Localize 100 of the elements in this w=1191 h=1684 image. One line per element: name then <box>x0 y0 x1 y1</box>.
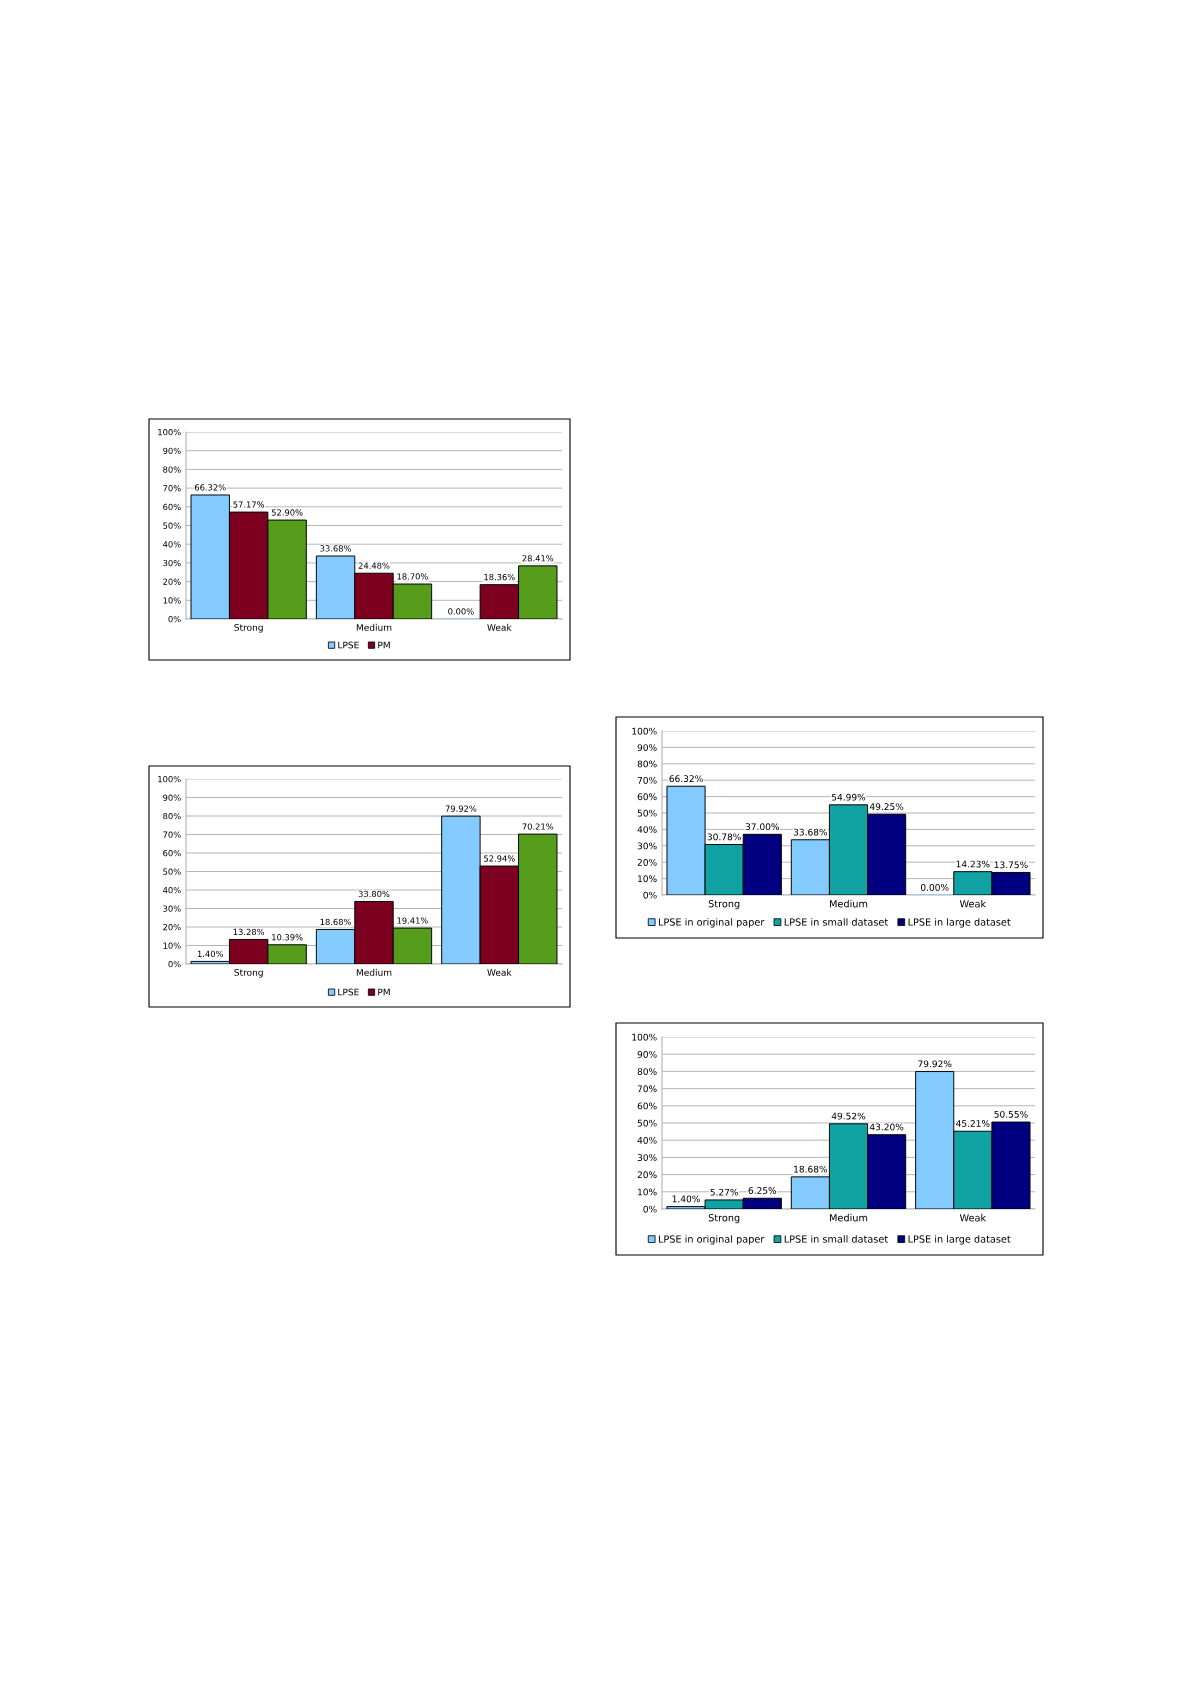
data-label: 0.00% <box>920 883 949 891</box>
y-tick-label: 40% <box>637 826 657 833</box>
x-tick-label: Strong <box>234 969 263 978</box>
y-tick-label: 70% <box>637 1085 657 1093</box>
data-label: 28.41% <box>522 555 554 562</box>
y-tick-label: 50% <box>637 809 657 817</box>
data-label: 66.32% <box>669 775 703 783</box>
data-label: 70.21% <box>522 823 554 830</box>
data-label: 33.68% <box>793 828 828 836</box>
legend-label: LPSE <box>338 641 359 649</box>
y-tick-label: 30% <box>637 1154 657 1161</box>
data-label: 18.68% <box>320 918 351 926</box>
y-tick-label: 20% <box>163 578 181 585</box>
y-tick-label: 0% <box>643 891 657 899</box>
data-label: 19.41% <box>397 917 428 924</box>
x-tick-label: Weak <box>959 1213 987 1222</box>
y-tick-label: 40% <box>637 1136 657 1144</box>
y-tick-label: 60% <box>637 793 657 801</box>
data-label: 30.78% <box>707 833 741 841</box>
x-tick-label: Medium <box>356 968 392 976</box>
legend-label: LPSE in original paper <box>658 918 765 928</box>
y-tick-label: 30% <box>163 559 181 567</box>
y-tick-label: 70% <box>163 485 181 492</box>
y-tick-label: 100% <box>158 428 181 436</box>
y-tick-label: 20% <box>637 858 657 866</box>
x-tick-label: Weak <box>959 899 987 908</box>
data-label: 33.68% <box>320 545 351 552</box>
y-tick-label: 10% <box>163 597 181 604</box>
y-tick-label: 100% <box>632 727 657 735</box>
x-tick-label: Weak <box>487 623 512 631</box>
data-label: 10.39% <box>272 934 303 941</box>
y-tick-label: 70% <box>163 831 181 838</box>
x-tick-label: Strong <box>234 624 263 633</box>
y-tick-label: 20% <box>637 1171 657 1179</box>
data-label: 18.68% <box>794 1165 828 1173</box>
y-tick-label: 90% <box>637 744 657 751</box>
y-tick-label: 0% <box>168 615 181 623</box>
legend-label: LPSE in original paper <box>658 1235 765 1245</box>
y-tick-label: 80% <box>637 760 657 768</box>
y-tick-label: 40% <box>163 541 181 548</box>
y-tick-label: 40% <box>163 886 181 894</box>
y-tick-label: 50% <box>163 522 181 529</box>
data-label: 79.92% <box>918 1060 952 1068</box>
y-tick-label: 90% <box>163 794 181 801</box>
y-tick-label: 70% <box>637 776 657 784</box>
data-label: 18.36% <box>484 573 515 581</box>
data-label: 14.23% <box>956 860 990 868</box>
data-label: 6.25% <box>748 1187 777 1194</box>
data-label: 37.00% <box>745 823 780 831</box>
y-tick-label: 0% <box>643 1205 657 1213</box>
data-label: 52.90% <box>271 509 303 516</box>
x-tick-label: Strong <box>708 900 740 910</box>
data-label: 43.20% <box>869 1123 904 1131</box>
data-label: 54.99% <box>831 793 866 801</box>
y-tick-label: 50% <box>637 1119 657 1127</box>
data-label: 24.48% <box>358 562 390 569</box>
legend-label: PM <box>378 641 390 649</box>
y-tick-label: 90% <box>163 447 181 454</box>
data-label: 1.40% <box>672 1195 700 1203</box>
x-tick-label: Medium <box>356 623 392 631</box>
y-tick-label: 30% <box>163 905 181 912</box>
y-tick-label: 30% <box>637 842 657 850</box>
legend-label: LPSE in large dataset <box>908 1235 1011 1245</box>
y-tick-label: 80% <box>637 1068 657 1075</box>
data-label: 18.70% <box>397 573 428 580</box>
y-tick-label: 10% <box>638 1188 657 1196</box>
legend-label: LPSE in large dataset <box>908 918 1011 928</box>
data-label: 57.17% <box>233 501 265 508</box>
data-label: 1.40% <box>197 950 224 958</box>
x-tick-label: Strong <box>708 1214 740 1224</box>
y-tick-label: 0% <box>168 960 181 968</box>
legend-label: LPSE in small dataset <box>784 1235 888 1243</box>
data-label: 5.27% <box>710 1188 739 1196</box>
data-label: 50.55% <box>994 1110 1028 1118</box>
data-label: 79.92% <box>445 805 477 812</box>
data-label: 49.25% <box>869 803 904 811</box>
data-label: 66.32% <box>194 484 226 491</box>
data-label: 0.00% <box>448 608 474 615</box>
y-tick-label: 100% <box>158 775 181 783</box>
y-tick-label: 10% <box>638 875 657 883</box>
x-tick-label: Medium <box>830 899 868 908</box>
y-tick-label: 90% <box>637 1050 657 1058</box>
y-tick-label: 60% <box>637 1102 657 1110</box>
x-tick-label: Medium <box>830 1213 868 1222</box>
y-tick-label: 80% <box>163 812 181 820</box>
y-tick-label: 60% <box>163 503 181 511</box>
legend-label: LPSE <box>338 988 359 996</box>
data-label: 49.52% <box>831 1112 866 1120</box>
y-tick-label: 20% <box>163 923 181 931</box>
data-label: 33.80% <box>358 890 390 898</box>
y-tick-label: 60% <box>163 849 181 857</box>
data-label: 45.21% <box>956 1120 990 1127</box>
y-tick-label: 10% <box>163 942 181 949</box>
data-label: 13.75% <box>994 861 1028 869</box>
data-label: 52.94% <box>484 855 515 862</box>
data-label: 13.28% <box>233 928 265 936</box>
y-tick-label: 100% <box>632 1033 657 1041</box>
x-tick-label: Weak <box>487 968 512 976</box>
y-tick-label: 80% <box>163 466 181 473</box>
y-tick-label: 50% <box>163 868 181 875</box>
